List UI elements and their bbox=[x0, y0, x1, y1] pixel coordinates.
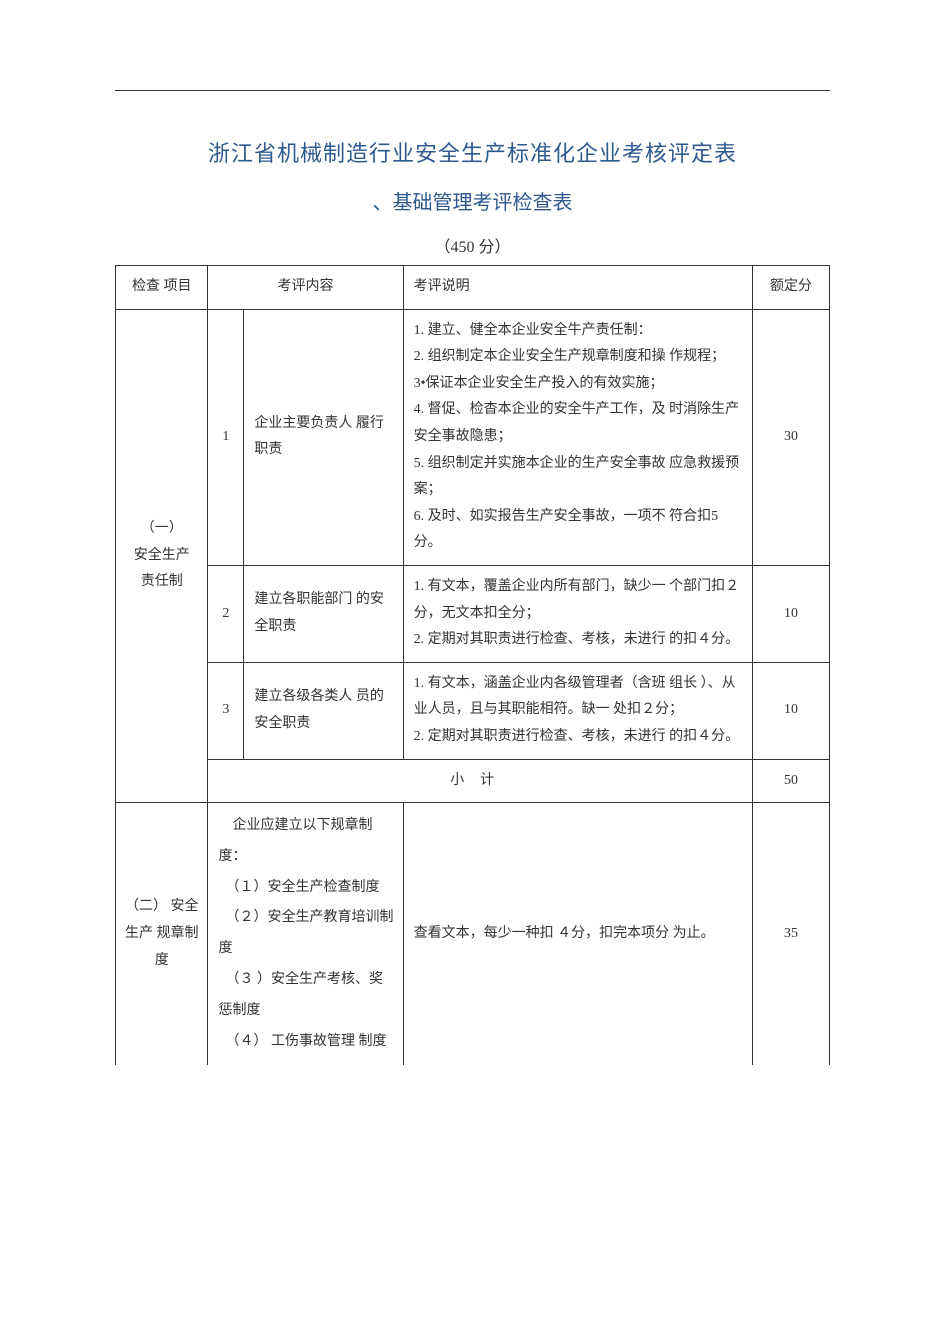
total-score: （450 分） bbox=[115, 233, 830, 257]
row-score: 35 bbox=[752, 803, 829, 1066]
subtotal-label: 小计 bbox=[208, 759, 752, 803]
divider-line bbox=[115, 90, 830, 91]
subtotal-row: 小计 50 bbox=[116, 759, 830, 803]
row-score: 30 bbox=[752, 309, 829, 565]
row-desc: 1. 有文本，覆盖企业内所有部门，缺少一 个部门扣２分，无文本扣全分； 2. 定… bbox=[403, 565, 752, 662]
table-row: 3 建立各级各类人 员的安全职责 1. 有文本，涵盖企业内各级管理者（含班 组长… bbox=[116, 662, 830, 759]
subtotal-score: 50 bbox=[752, 759, 829, 803]
row-score: 10 bbox=[752, 662, 829, 759]
category-cell: （一） 安全生产 责任制 bbox=[116, 309, 208, 803]
row-content: 建立各级各类人 员的安全职责 bbox=[244, 662, 403, 759]
row-score: 10 bbox=[752, 565, 829, 662]
row-desc: 1. 有文本，涵盖企业内各级管理者（含班 组长 ）、从业人员，且与其职能相符。缺… bbox=[403, 662, 752, 759]
page-title: 浙江省机械制造行业安全生产标准化企业考核评定表 bbox=[115, 136, 830, 168]
page-subtitle: 、基础管理考评检查表 bbox=[115, 186, 830, 215]
header-desc: 考评说明 bbox=[403, 266, 752, 310]
row-desc: 查看文本，每少一种扣 ４分，扣完本项分 为止。 bbox=[403, 803, 752, 1066]
table-row: （一） 安全生产 责任制 1 企业主要负责人 履行职责 1. 建立、健全本企业安… bbox=[116, 309, 830, 565]
row-content: 企业应建立以下规章制度： （１）安全生产检查制度 （２）安全生产教育培训制度 （… bbox=[208, 803, 403, 1066]
row-num: 1 bbox=[208, 309, 244, 565]
row-num: 3 bbox=[208, 662, 244, 759]
evaluation-table: 检查 项目 考评内容 考评说明 额定分 （一） 安全生产 责任制 1 企业主要负… bbox=[115, 265, 830, 1065]
header-category: 检查 项目 bbox=[116, 266, 208, 310]
row-num: 2 bbox=[208, 565, 244, 662]
row-content: 企业主要负责人 履行职责 bbox=[244, 309, 403, 565]
row-content: 建立各职能部门 的安全职责 bbox=[244, 565, 403, 662]
category-cell: （二） 安全生产 规章制度 bbox=[116, 803, 208, 1066]
row-desc: 1. 建立、健全本企业安全牛产责任制： 2. 组织制定本企业安全生产规章制度和操… bbox=[403, 309, 752, 565]
header-content: 考评内容 bbox=[208, 266, 403, 310]
table-row: 2 建立各职能部门 的安全职责 1. 有文本，覆盖企业内所有部门，缺少一 个部门… bbox=[116, 565, 830, 662]
table-header-row: 检查 项目 考评内容 考评说明 额定分 bbox=[116, 266, 830, 310]
header-score: 额定分 bbox=[752, 266, 829, 310]
table-row: （二） 安全生产 规章制度 企业应建立以下规章制度： （１）安全生产检查制度 （… bbox=[116, 803, 830, 1066]
